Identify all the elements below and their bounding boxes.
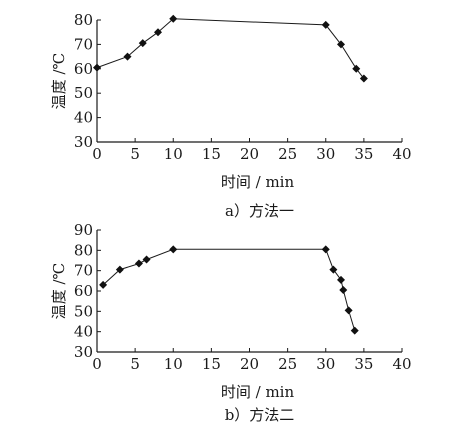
x-tick-label: 15 <box>202 355 221 373</box>
data-point-marker <box>321 245 330 254</box>
data-point-marker <box>134 259 143 268</box>
x-tick-label: 20 <box>240 355 259 373</box>
y-axis-label: 温度 /℃ <box>50 53 68 110</box>
data-point-marker <box>329 265 338 274</box>
x-tick-label: 10 <box>164 145 183 163</box>
data-point-marker <box>123 52 132 61</box>
x-axis-label: 时间 / min <box>221 173 295 191</box>
data-point-marker <box>115 265 124 274</box>
x-tick-label: 5 <box>130 145 140 163</box>
data-point-marker <box>321 20 330 29</box>
x-tick-label: 40 <box>392 145 411 163</box>
data-point-marker <box>344 306 353 315</box>
x-tick-label: 5 <box>130 355 140 373</box>
x-axis-label: 时间 / min <box>221 383 295 401</box>
x-tick-label: 0 <box>92 355 102 373</box>
y-tick-label: 60 <box>74 60 93 78</box>
x-tick-label: 40 <box>392 355 411 373</box>
data-point-marker <box>138 39 147 48</box>
y-tick-label: 70 <box>74 262 93 280</box>
y-tick-label: 70 <box>74 35 93 53</box>
y-tick-label: 40 <box>74 323 93 341</box>
y-axis-label: 温度 /℃ <box>50 263 68 320</box>
chart-method-one: 0 5 10 15 20 25 30 35 40 30 40 50 60 70 80 时间 / min 温度 /… <box>50 11 412 220</box>
x-tick-label: 0 <box>92 145 102 163</box>
x-tick-label: 30 <box>316 355 335 373</box>
data-point-marker <box>93 63 101 72</box>
series-line <box>96 18 365 79</box>
x-tick-label: 20 <box>240 145 259 163</box>
y-tick-label: 50 <box>74 84 93 102</box>
data-point-marker <box>339 285 348 294</box>
x-tick-label: 25 <box>278 145 297 163</box>
chart-caption: b）方法二 <box>225 406 295 424</box>
x-tick-label: 25 <box>278 355 297 373</box>
x-tick-label: 30 <box>316 145 335 163</box>
y-tick-label: 30 <box>74 343 93 361</box>
y-tick-label: 90 <box>74 221 93 239</box>
data-point-marker <box>337 40 345 49</box>
y-tick-label: 50 <box>74 302 93 320</box>
chart-method-two: 0 5 10 15 20 25 30 35 40 30 40 50 60 70 80 90 时间 / min 温度… <box>50 221 412 424</box>
data-point-marker <box>169 14 178 23</box>
chart-caption: a）方法一 <box>225 202 294 220</box>
x-tick-label: 10 <box>164 355 183 373</box>
data-point-marker <box>359 74 368 83</box>
y-tick-label: 80 <box>74 11 93 29</box>
y-tick-label: 80 <box>74 241 93 259</box>
data-point-marker <box>352 64 361 73</box>
data-point-marker <box>337 275 345 284</box>
y-tick-label: 30 <box>74 133 93 151</box>
data-point-marker <box>142 255 151 264</box>
y-tick-label: 40 <box>74 109 93 127</box>
data-point-marker <box>99 280 108 289</box>
y-tick-label: 60 <box>74 282 93 300</box>
data-point-marker <box>350 326 359 335</box>
data-point-marker <box>154 28 162 37</box>
x-tick-label: 35 <box>354 355 373 373</box>
x-tick-label: 35 <box>354 145 373 163</box>
x-tick-label: 15 <box>202 145 221 163</box>
data-point-marker <box>169 245 178 254</box>
